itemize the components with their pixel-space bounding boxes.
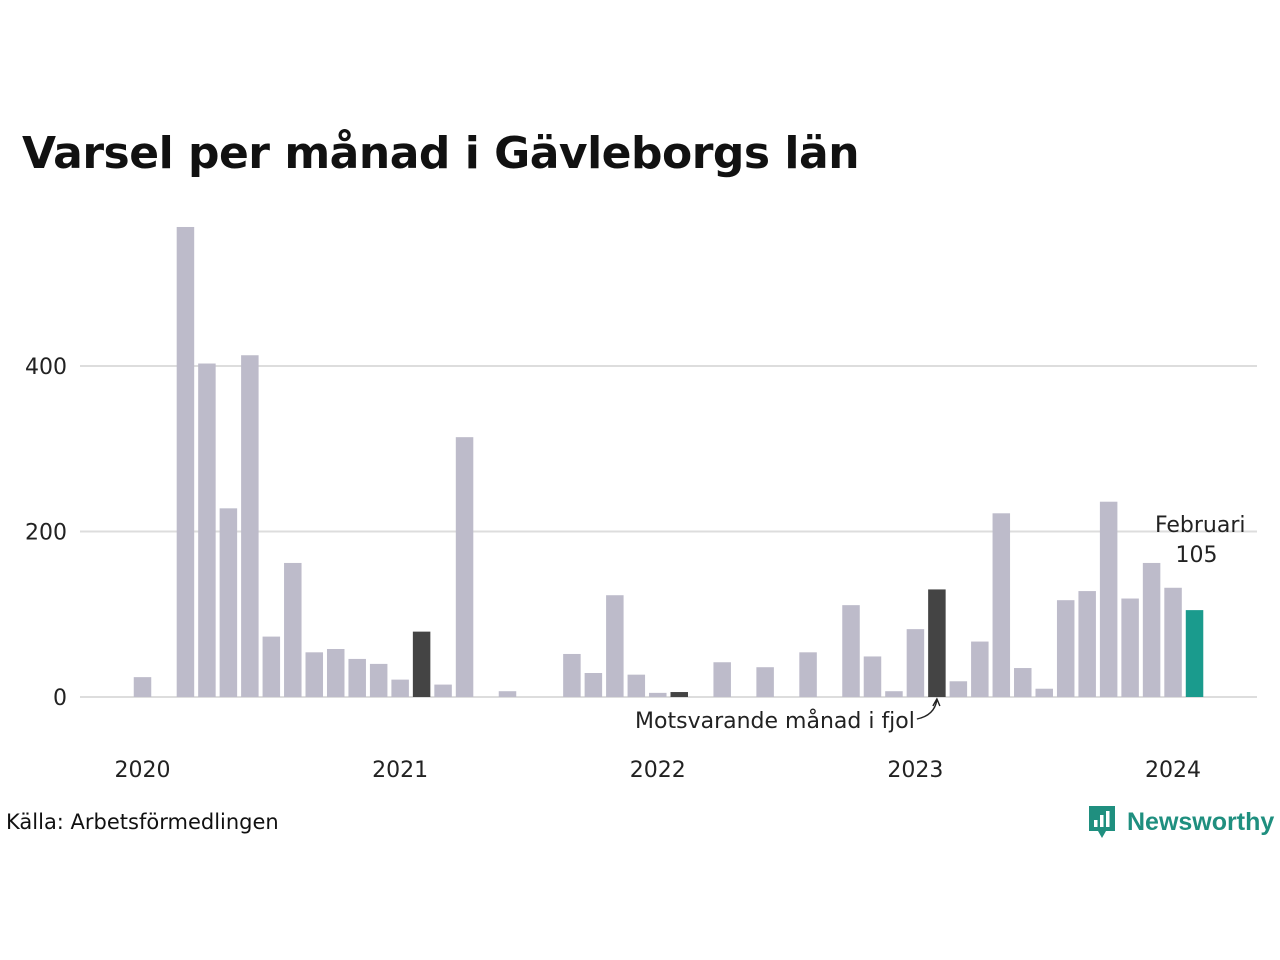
bar — [842, 605, 860, 697]
bar — [455, 437, 474, 697]
bar — [906, 629, 925, 697]
bar — [606, 595, 624, 697]
bar — [670, 692, 688, 697]
chart-title: Varsel per månad i Gävleborgs län — [22, 128, 860, 179]
bar — [885, 691, 903, 697]
newsworthy-logo-icon — [1089, 806, 1115, 838]
highlight-value-label: 105 — [1176, 543, 1218, 568]
bar — [326, 649, 345, 697]
bar — [1099, 501, 1118, 697]
bar — [498, 691, 517, 697]
bar — [1164, 587, 1182, 697]
brand-name: Newsworthy — [1127, 807, 1275, 836]
bar — [1185, 610, 1204, 697]
bar — [1035, 688, 1053, 697]
bar — [756, 667, 774, 697]
bar — [863, 656, 882, 697]
bar — [713, 662, 731, 697]
annotations: Februari 105 Motsvarande månad i fjol — [635, 513, 1245, 734]
x-axis: 2020 2021 2022 2023 2024 — [115, 758, 1202, 783]
bars — [133, 226, 1204, 698]
previous-year-annotation: Motsvarande månad i fjol — [635, 708, 915, 734]
bar — [241, 355, 259, 697]
y-tick-label: 200 — [25, 521, 67, 546]
bar — [1056, 600, 1075, 697]
bar — [391, 679, 409, 697]
bar — [284, 562, 302, 697]
x-tick-label: 2021 — [372, 758, 428, 783]
bar — [949, 681, 968, 697]
x-tick-label: 2022 — [630, 758, 686, 783]
y-axis: 0 200 400 — [25, 355, 67, 711]
bar — [563, 653, 581, 697]
bar — [584, 673, 603, 697]
bar — [971, 641, 989, 697]
bar — [799, 652, 817, 697]
x-tick-label: 2023 — [887, 758, 943, 783]
bar — [1078, 591, 1096, 697]
bar — [369, 663, 388, 697]
annotation-arrow — [916, 697, 941, 720]
bar-chart: 0 200 400 2020 2021 2022 2023 2024 Februari 10… — [25, 226, 1257, 783]
bar — [1142, 562, 1161, 697]
x-tick-label: 2024 — [1145, 758, 1201, 783]
bar — [412, 631, 431, 697]
y-tick-label: 0 — [53, 686, 67, 711]
bar — [1014, 668, 1032, 697]
brand[interactable]: Newsworthy — [1087, 804, 1274, 840]
bar — [1121, 598, 1139, 697]
bar — [305, 652, 324, 697]
bar — [992, 513, 1011, 697]
bar — [198, 363, 216, 697]
bar — [649, 692, 667, 697]
highlight-month-label: Februari — [1155, 513, 1246, 538]
bar — [176, 226, 195, 698]
bar — [262, 636, 281, 697]
x-tick-label: 2020 — [115, 758, 171, 783]
source-note: Källa: Arbetsförmedlingen — [6, 810, 279, 834]
bar — [348, 658, 366, 697]
bar — [133, 677, 152, 697]
bar — [928, 589, 946, 697]
y-tick-label: 400 — [25, 355, 67, 380]
bar — [434, 684, 452, 697]
bar — [627, 674, 646, 697]
bar — [219, 508, 238, 697]
